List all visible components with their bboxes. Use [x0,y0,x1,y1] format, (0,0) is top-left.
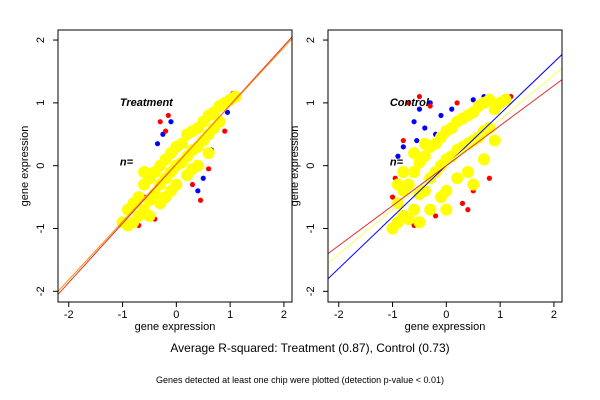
point [408,203,421,216]
point [406,100,412,106]
point [424,203,437,216]
point [454,100,460,106]
point [195,188,201,194]
point [416,106,423,112]
point [465,207,471,213]
y-tick-label: 1 [35,100,47,106]
point [224,109,231,115]
point [186,162,199,175]
x-tick-label: 2 [281,309,287,321]
point [229,90,242,103]
point [486,175,492,181]
point [222,128,228,134]
point [159,191,172,204]
y-tick-label: -2 [35,286,47,296]
point [400,137,406,144]
point [438,112,444,119]
fit-line [328,79,562,255]
annotation: Control [390,97,430,109]
x-tick-label: -1 [118,309,128,321]
point [213,115,226,128]
point [200,175,206,181]
point [451,172,464,185]
point [168,119,174,125]
point [157,119,163,125]
point [449,106,455,112]
plot-area [58,36,292,295]
point [408,147,421,160]
point [418,184,431,197]
point [162,128,169,134]
y-axis-label: gene expression [289,126,301,207]
point [440,203,453,216]
point [138,165,151,178]
point [143,209,156,222]
annotation: n= [390,157,404,169]
x-axis-label: gene expression [135,321,216,333]
point [165,112,171,119]
point [402,213,415,226]
fit-line [58,38,292,292]
point [470,97,476,103]
point [414,137,420,144]
point [478,153,490,166]
x-axis-label: gene expression [405,321,486,333]
point [488,134,501,147]
annotation: n= [120,157,134,169]
point [170,178,183,191]
point [413,216,426,229]
point [408,165,421,178]
point [391,197,404,210]
point [189,181,196,188]
caption: Average R-squared: Treatment (0.87), Con… [170,341,449,355]
point [202,147,215,160]
y-tick-label: 0 [305,163,317,169]
y-axis-label: gene expression [19,126,31,207]
y-tick-label: -1 [35,224,47,234]
point [440,184,453,197]
x-tick-label: -2 [64,309,74,321]
point [402,178,415,191]
point [400,144,406,150]
annotation: Treatment [120,97,174,109]
point [197,197,204,203]
point [432,213,439,219]
y-tick-label: 1 [305,100,317,106]
point [422,125,428,131]
y-tick-label: -1 [305,224,317,234]
point [389,194,396,200]
point [499,93,512,106]
point [427,103,433,109]
point [391,178,404,191]
point [461,165,474,178]
point [467,178,480,191]
point [411,119,417,125]
point [397,165,410,178]
y-tick-label: 2 [305,37,317,43]
point [418,150,431,163]
x-tick-label: 0 [443,309,449,321]
point [395,153,401,159]
x-tick-label: 2 [551,309,557,321]
x-tick-label: 0 [173,309,179,321]
x-tick-label: 1 [497,309,503,321]
point [459,200,466,206]
y-tick-label: 2 [35,37,47,43]
fit-line [328,67,562,264]
point [416,93,423,100]
point [175,137,188,150]
y-tick-label: 0 [35,163,47,169]
point [154,141,161,147]
point [483,93,496,106]
point [418,137,431,150]
point [132,191,145,204]
y-tick-label: -2 [305,286,317,296]
x-tick-label: -1 [388,309,398,321]
plot-area [328,54,562,280]
x-tick-label: -2 [334,309,344,321]
point [206,166,212,172]
x-tick-label: 1 [227,309,233,321]
footnote: Genes detected at least one chip were pl… [156,375,444,385]
